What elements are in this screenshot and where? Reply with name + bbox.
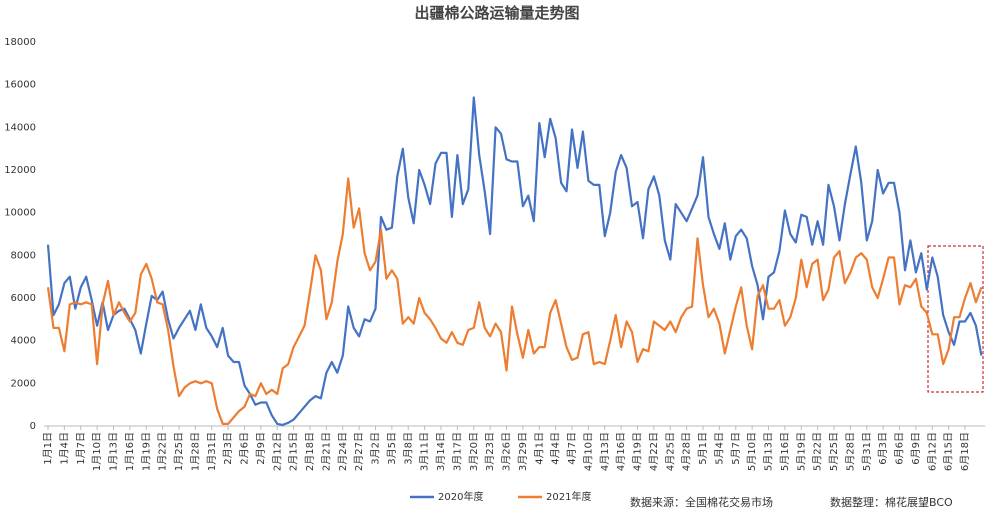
legend-label: 2020年度 [438, 490, 483, 503]
x-tick-label: 4月22日 [648, 432, 660, 471]
y-tick-label: 14000 [4, 122, 36, 133]
x-tick-label: 5月16日 [779, 432, 791, 471]
y-tick-label: 2000 [11, 378, 36, 389]
x-tick-label: 1月4日 [58, 432, 70, 465]
y-tick-label: 6000 [11, 293, 36, 304]
x-tick-label: 4月19日 [632, 432, 644, 471]
x-tick-label: 5月22日 [812, 432, 824, 471]
x-tick-label: 4月28日 [681, 432, 693, 471]
x-tick-label: 2月15日 [288, 432, 300, 471]
x-tick-label: 5月1日 [697, 432, 709, 465]
credit-note: 数据整理：棉花展望BCO [830, 495, 953, 509]
x-tick-label: 3月23日 [484, 432, 496, 471]
x-tick-label: 5月31日 [861, 432, 873, 471]
x-tick-label: 4月25日 [664, 432, 676, 471]
x-tick-label: 5月25日 [828, 432, 840, 471]
x-tick-label: 6月6日 [894, 432, 906, 465]
x-tick-label: 2月27日 [353, 432, 365, 471]
x-tick-label: 1月22日 [157, 432, 169, 471]
x-tick-label: 5月7日 [730, 432, 742, 465]
x-tick-label: 4月1日 [533, 432, 545, 465]
x-tick-label: 3月2日 [370, 432, 382, 465]
x-tick-label: 5月10日 [746, 432, 758, 471]
x-tick-label: 1月10日 [91, 432, 103, 471]
x-tick-label: 4月16日 [615, 432, 627, 471]
x-tick-label: 3月29日 [517, 432, 529, 471]
x-tick-label: 5月4日 [713, 432, 725, 465]
x-tick-label: 6月12日 [926, 432, 938, 471]
x-tick-label: 1月31日 [206, 432, 218, 471]
x-tick-label: 1月28日 [189, 432, 201, 471]
source-note: 数据来源：全国棉花交易市场 [630, 495, 773, 509]
chart-title: 出疆棉公路运输量走势图 [414, 4, 579, 22]
x-tick-label: 2月9日 [255, 432, 267, 465]
y-tick-label: 16000 [4, 80, 36, 91]
x-tick-label: 3月11日 [419, 432, 431, 471]
x-tick-label: 1月1日 [42, 432, 54, 465]
y-tick-label: 8000 [11, 250, 36, 261]
x-tick-label: 5月28日 [844, 432, 856, 471]
x-tick-label: 2月6日 [239, 432, 251, 465]
x-tick-label: 3月17日 [451, 432, 463, 471]
x-tick-label: 1月16日 [124, 432, 136, 471]
series-line [46, 177, 983, 425]
y-tick-label: 18000 [4, 37, 36, 48]
x-tick-label: 1月13日 [108, 432, 120, 471]
x-tick-label: 3月14日 [435, 432, 447, 471]
x-tick-label: 1月7日 [75, 432, 87, 465]
x-tick-label: 3月26日 [501, 432, 513, 471]
x-tick-label: 6月9日 [910, 432, 922, 465]
x-tick-label: 2月3日 [222, 432, 234, 465]
highlight-box [927, 245, 984, 393]
x-tick-label: 2月24日 [337, 432, 349, 471]
x-tick-label: 4月7日 [566, 432, 578, 465]
series-line [46, 96, 983, 426]
x-tick-label: 4月4日 [550, 432, 562, 465]
y-tick-label: 12000 [4, 165, 36, 176]
x-tick-label: 3月8日 [402, 432, 414, 465]
x-tick-label: 2月21日 [320, 432, 332, 471]
x-tick-label: 4月10日 [582, 432, 594, 471]
x-tick-label: 2月18日 [304, 432, 316, 471]
x-tick-label: 1月19日 [140, 432, 152, 471]
x-tick-label: 3月5日 [386, 432, 398, 465]
x-tick-label: 3月20日 [468, 432, 480, 471]
x-tick-label: 1月25日 [173, 432, 185, 471]
x-tick-label: 5月19日 [795, 432, 807, 471]
x-tick-label: 2月12日 [271, 432, 283, 471]
legend-label: 2021年度 [546, 490, 591, 503]
y-tick-label: 10000 [4, 208, 36, 219]
y-tick-label: 0 [30, 421, 36, 432]
x-tick-label: 6月3日 [877, 432, 889, 465]
x-tick-label: 6月15日 [943, 432, 955, 471]
y-tick-label: 4000 [11, 336, 36, 347]
x-tick-label: 5月13日 [763, 432, 775, 471]
x-tick-label: 4月13日 [599, 432, 611, 471]
x-tick-label: 6月18日 [959, 432, 971, 471]
